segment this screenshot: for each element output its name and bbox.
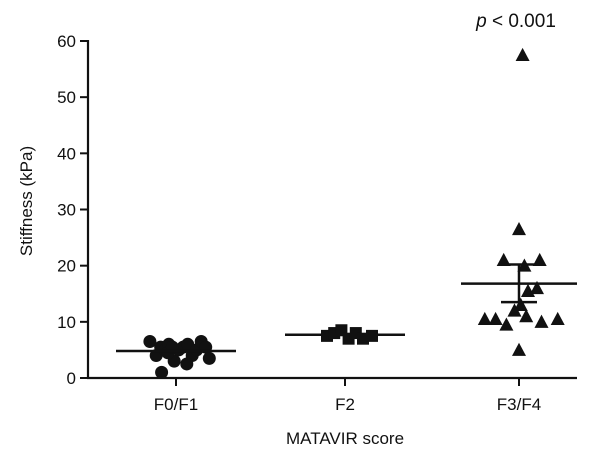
y-tick-label: 30 [57, 201, 76, 220]
y-tick-label: 50 [57, 88, 76, 107]
data-point-circle [155, 365, 169, 379]
data-point-circle [143, 334, 157, 348]
series-f2 [285, 324, 405, 345]
data-point-triangle [530, 280, 544, 295]
data-point-triangle [534, 314, 549, 328]
data-point-circle [180, 357, 194, 371]
y-tick-label: 20 [57, 257, 76, 276]
p-value-annotation: p < 0.001 [475, 11, 556, 32]
axes: 0 10 20 30 40 50 60 F0/F1 F2 F3/F4 [57, 32, 577, 414]
y-axis-title: Stiffness (kPa) [17, 146, 36, 256]
p-value-italic: p [475, 11, 487, 32]
data-point-triangle [488, 311, 503, 326]
data-point-triangle [512, 221, 526, 236]
x-category-label: F2 [335, 395, 355, 414]
y-tick-label: 0 [67, 369, 76, 388]
data-point-triangle [515, 47, 530, 62]
data-marks [116, 47, 577, 379]
data-point-triangle [512, 342, 526, 356]
y-tick-label: 40 [57, 144, 76, 163]
x-category-label: F0/F1 [154, 395, 198, 414]
data-point-triangle [550, 311, 565, 326]
data-point-triangle [496, 252, 511, 267]
y-tick-label: 10 [57, 313, 76, 332]
y-tick-label: 60 [57, 32, 76, 51]
x-axis-title: MATAVIR score [286, 429, 404, 448]
x-category-label: F3/F4 [497, 395, 541, 414]
data-point-triangle [507, 303, 522, 317]
p-value-text: < 0.001 [487, 11, 556, 32]
data-point-triangle [513, 297, 528, 311]
data-point-triangle [532, 252, 547, 267]
data-point-triangle [477, 311, 492, 326]
data-point-circle [202, 351, 216, 365]
series-f3-f4 [461, 47, 577, 356]
series-f0-f1 [116, 334, 236, 379]
data-point-triangle [519, 309, 534, 323]
data-point-triangle [521, 283, 535, 297]
data-point-triangle [499, 317, 514, 331]
